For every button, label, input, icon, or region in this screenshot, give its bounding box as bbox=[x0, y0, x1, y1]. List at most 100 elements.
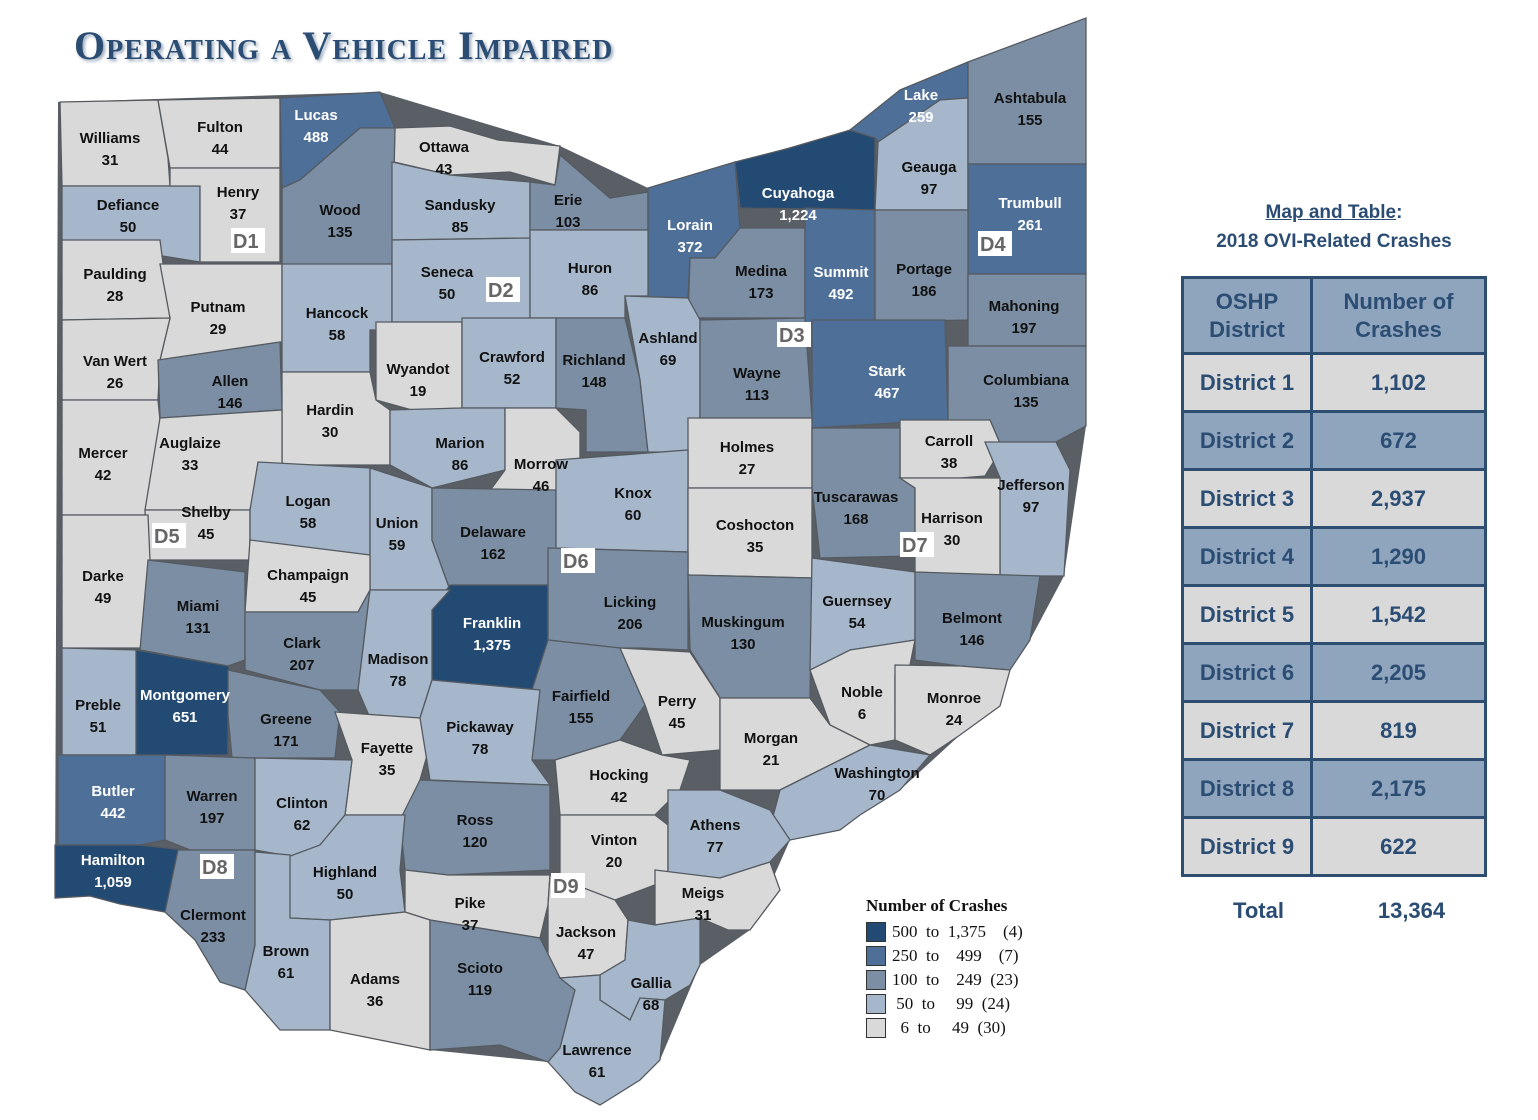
county-value-morgan: 21 bbox=[763, 752, 780, 769]
table-total: Total 13,364 bbox=[1182, 898, 1488, 924]
county-name-mahoning: Mahoning bbox=[989, 298, 1060, 315]
county-name-gallia: Gallia bbox=[631, 975, 673, 992]
table-row: District 3 2,937 bbox=[1181, 468, 1488, 529]
county-value-warren: 197 bbox=[199, 810, 224, 827]
table-header-row: OSHP District Number of Crashes bbox=[1181, 276, 1488, 355]
county-name-harrison: Harrison bbox=[921, 510, 983, 527]
county-value-ashtabula: 155 bbox=[1017, 112, 1042, 129]
county-name-hancock: Hancock bbox=[306, 305, 369, 322]
county-value-delaware: 162 bbox=[480, 546, 505, 563]
county-value-sandusky: 85 bbox=[452, 219, 469, 236]
county-name-marion: Marion bbox=[435, 435, 484, 452]
legend-swatch bbox=[866, 970, 886, 990]
county-name-pickaway: Pickaway bbox=[446, 719, 514, 736]
county-value-greene: 171 bbox=[273, 733, 298, 750]
table-row: District 5 1,542 bbox=[1181, 584, 1488, 645]
county-value-hardin: 30 bbox=[322, 424, 339, 441]
district-cell: District 4 bbox=[1181, 526, 1313, 587]
county-value-athens: 77 bbox=[707, 839, 724, 856]
county-value-fairfield: 155 bbox=[568, 710, 593, 727]
county-value-pike: 37 bbox=[462, 917, 479, 934]
county-value-coshocton: 35 bbox=[747, 539, 764, 556]
county-value-summit: 492 bbox=[828, 286, 853, 303]
district-cell: District 1 bbox=[1181, 352, 1313, 413]
county-value-hocking: 42 bbox=[611, 789, 628, 806]
county-butler bbox=[57, 754, 166, 846]
county-name-logan: Logan bbox=[286, 493, 331, 510]
county-name-mercer: Mercer bbox=[78, 445, 127, 462]
county-value-marion: 86 bbox=[452, 457, 469, 474]
county-value-shelby: 45 bbox=[198, 526, 215, 543]
legend-item: 250 to 499 (7) bbox=[866, 944, 1023, 968]
county-value-perry: 45 bbox=[669, 715, 686, 732]
county-name-athens: Athens bbox=[690, 817, 741, 834]
county-name-putnam: Putnam bbox=[190, 299, 245, 316]
legend-item: 100 to 249 (23) bbox=[866, 968, 1023, 992]
county-name-adams: Adams bbox=[350, 971, 400, 988]
county-name-union: Union bbox=[376, 515, 419, 532]
county-name-richland: Richland bbox=[562, 352, 625, 369]
county-value-trumbull: 261 bbox=[1017, 217, 1042, 234]
county-name-wyandot: Wyandot bbox=[386, 361, 449, 378]
district-label-d8: D8 bbox=[202, 857, 228, 879]
county-value-montgomery: 651 bbox=[172, 709, 197, 726]
ohio-county-map: Williams 31 Fulton 44 Lucas 488 Ottawa 43 Defian… bbox=[54, 17, 1087, 1106]
legend-item: 50 to 99 (24) bbox=[866, 992, 1023, 1016]
county-name-darke: Darke bbox=[82, 568, 124, 585]
legend-swatch bbox=[866, 922, 886, 942]
county-value-guernsey: 54 bbox=[849, 615, 866, 632]
county-value-ashland: 69 bbox=[660, 352, 677, 369]
district-cell: District 7 bbox=[1181, 700, 1313, 761]
county-name-wood: Wood bbox=[319, 202, 360, 219]
county-name-stark: Stark bbox=[868, 363, 906, 380]
county-value-lake: 259 bbox=[908, 109, 933, 126]
district-label-bg-d7 bbox=[900, 532, 934, 557]
county-name-ashland: Ashland bbox=[638, 330, 697, 347]
county-value-crawford: 52 bbox=[504, 371, 521, 388]
county-name-summit: Summit bbox=[813, 264, 868, 281]
county-value-columbiana: 135 bbox=[1013, 394, 1038, 411]
county-name-auglaize: Auglaize bbox=[159, 435, 221, 452]
table-row: District 6 2,205 bbox=[1181, 642, 1488, 703]
district-label-bg-d2 bbox=[486, 277, 520, 302]
county-value-muskingum: 130 bbox=[730, 636, 755, 653]
county-monroe bbox=[894, 664, 1011, 756]
county-harrison bbox=[897, 477, 1001, 577]
county-greene bbox=[227, 669, 341, 759]
county-value-franklin: 1,375 bbox=[473, 637, 511, 654]
crashes-cell: 819 bbox=[1309, 700, 1488, 761]
district-label-d4: D4 bbox=[980, 234, 1006, 256]
county-value-vinton: 20 bbox=[606, 854, 623, 871]
county-name-henry: Henry bbox=[217, 184, 260, 201]
county-name-miami: Miami bbox=[177, 598, 220, 615]
county-name-morrow: Morrow bbox=[514, 456, 568, 473]
county-value-huron: 86 bbox=[582, 282, 599, 299]
district-label-bg-d9 bbox=[551, 873, 585, 898]
county-value-scioto: 119 bbox=[468, 982, 492, 999]
header-district: OSHP District bbox=[1181, 276, 1313, 355]
county-name-lawrence: Lawrence bbox=[562, 1042, 631, 1059]
county-name-meigs: Meigs bbox=[682, 885, 725, 902]
county-name-franklin: Franklin bbox=[463, 615, 521, 632]
county-name-delaware: Delaware bbox=[460, 524, 526, 541]
county-name-washington: Washington bbox=[834, 765, 919, 782]
county-williams bbox=[59, 99, 171, 187]
county-value-putnam: 29 bbox=[210, 321, 227, 338]
county-value-gallia: 68 bbox=[643, 997, 660, 1014]
legend-item: 500 to 1,375 (4) bbox=[866, 920, 1023, 944]
crashes-cell: 672 bbox=[1309, 410, 1488, 471]
county-name-fulton: Fulton bbox=[197, 119, 243, 136]
county-name-jefferson: Jefferson bbox=[997, 477, 1065, 494]
county-value-preble: 51 bbox=[90, 719, 107, 736]
county-value-fayette: 35 bbox=[379, 762, 396, 779]
county-name-sandusky: Sandusky bbox=[425, 197, 497, 214]
county-value-tuscarawas: 168 bbox=[843, 511, 868, 528]
county-name-crawford: Crawford bbox=[479, 349, 545, 366]
table-row: District 8 2,175 bbox=[1181, 758, 1488, 819]
county-value-lorain: 372 bbox=[677, 239, 702, 256]
district-cell: District 9 bbox=[1181, 816, 1313, 877]
district-cell: District 2 bbox=[1181, 410, 1313, 471]
county-value-hamilton: 1,059 bbox=[94, 874, 132, 891]
county-value-champaign: 45 bbox=[300, 589, 317, 606]
county-name-coshocton: Coshocton bbox=[716, 517, 794, 534]
